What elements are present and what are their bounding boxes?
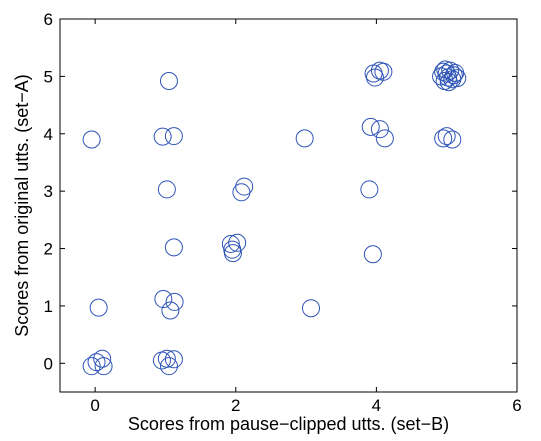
data-point <box>94 357 113 376</box>
y-tick-label: 2 <box>44 240 53 259</box>
x-tick-label: 6 <box>512 396 521 415</box>
data-point <box>165 292 184 311</box>
data-point <box>228 233 247 252</box>
data-point <box>443 130 462 149</box>
data-point <box>152 351 171 370</box>
data-point <box>360 180 379 199</box>
x-tick-label: 4 <box>372 396 381 415</box>
data-point <box>436 60 455 79</box>
data-point <box>164 127 183 146</box>
data-point <box>361 117 380 136</box>
data-point <box>370 120 389 139</box>
axes: 0 2 4 6 0 1 2 3 4 5 6 <box>44 10 522 415</box>
data-point <box>439 73 458 92</box>
data-point <box>363 245 382 264</box>
data-point <box>374 62 393 81</box>
data-point <box>157 349 176 368</box>
data-point <box>93 349 112 368</box>
data-points <box>82 60 467 376</box>
data-point <box>159 71 178 90</box>
y-tick-label: 3 <box>44 182 53 201</box>
data-point <box>164 350 183 369</box>
data-point <box>434 129 453 148</box>
plot-frame <box>59 18 518 393</box>
data-point <box>295 129 314 148</box>
data-point <box>221 234 240 253</box>
axis-labels: Scores from pause−clipped utts. (set−B) … <box>12 74 449 434</box>
x-tick-label: 0 <box>90 396 99 415</box>
data-point <box>153 127 172 146</box>
data-point <box>89 298 108 317</box>
y-tick-label: 6 <box>44 10 53 29</box>
data-point <box>157 180 176 199</box>
data-point <box>448 69 467 88</box>
data-point <box>82 130 101 149</box>
data-point <box>82 357 101 376</box>
y-tick-label: 0 <box>44 354 53 373</box>
y-tick-label: 5 <box>44 67 53 86</box>
data-point <box>375 129 394 148</box>
data-point <box>154 290 173 309</box>
y-tick-label: 4 <box>44 125 53 144</box>
data-point <box>301 299 320 318</box>
data-point <box>437 127 456 146</box>
data-point <box>235 177 254 196</box>
x-tick-label: 2 <box>231 396 240 415</box>
data-point <box>159 357 178 376</box>
y-axis-label: Scores from original utts. (set−A) <box>12 74 32 337</box>
y-tick-label: 1 <box>44 297 53 316</box>
x-axis-label: Scores from pause−clipped utts. (set−B) <box>128 414 449 434</box>
data-point <box>164 238 183 257</box>
data-point <box>161 301 180 320</box>
data-point <box>223 244 242 263</box>
